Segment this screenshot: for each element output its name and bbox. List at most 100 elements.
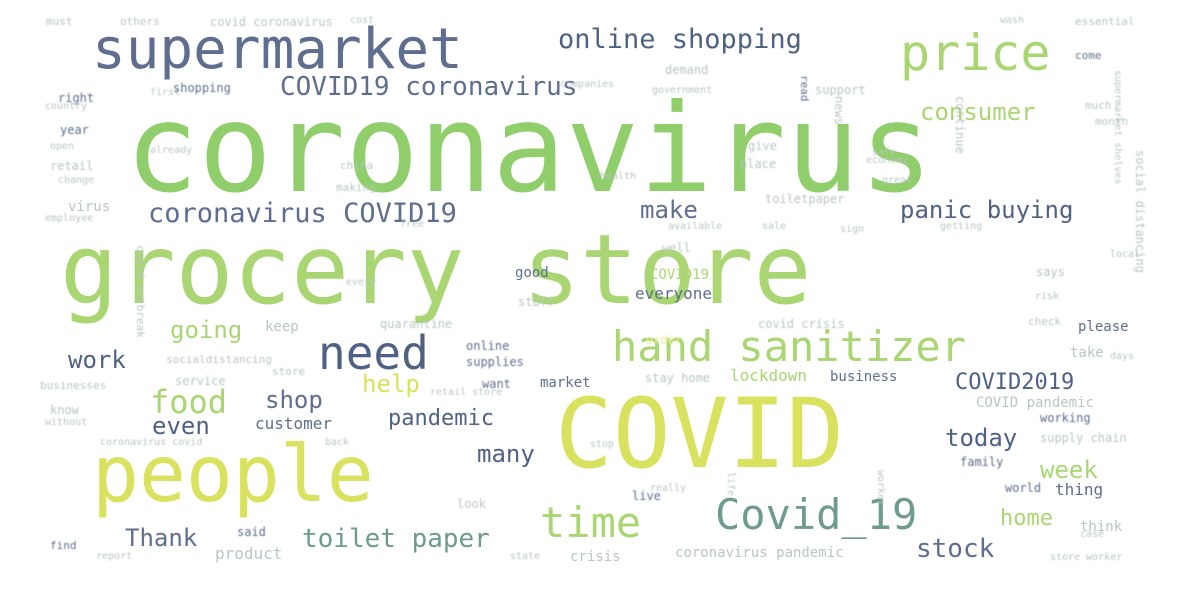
cloud-word: sale	[762, 221, 787, 232]
cloud-word: shopping	[173, 81, 231, 95]
cloud-word: government	[652, 85, 713, 96]
cloud-word: economy	[866, 155, 909, 166]
cloud-word: read	[798, 75, 811, 102]
cloud-word: find	[50, 539, 77, 552]
cloud-word: take	[1070, 345, 1104, 361]
cloud-word: employee	[45, 213, 94, 224]
cloud-word: going	[170, 316, 243, 344]
cloud-word: family	[960, 455, 1004, 469]
cloud-word: week	[1040, 456, 1098, 484]
cloud-word: supermarket shelves	[1112, 70, 1123, 185]
cloud-word: back	[325, 437, 350, 448]
cloud-word: supermarket	[92, 17, 463, 82]
cloud-word: want	[482, 377, 511, 391]
cloud-word: online shopping	[558, 24, 802, 55]
cloud-word: risk	[1035, 291, 1060, 302]
cloud-word: staff	[518, 295, 555, 309]
cloud-word: news	[832, 96, 846, 125]
cloud-word: toiletpaper	[765, 192, 845, 206]
cloud-word: sign	[840, 224, 865, 235]
cloud-word: market	[540, 375, 591, 391]
cloud-word: hand sanitizer	[612, 322, 967, 371]
cloud-word: year	[60, 123, 89, 137]
cloud-word: need	[318, 326, 429, 380]
cloud-word: store	[272, 365, 306, 378]
cloud-word: covid outbreak	[134, 245, 147, 338]
cloud-word: covid crisis	[758, 317, 845, 331]
cloud-word: people	[92, 430, 374, 520]
cloud-word: time	[540, 498, 642, 547]
cloud-word: without	[45, 417, 88, 428]
cloud-word: product	[215, 544, 283, 563]
cloud-word: others	[120, 15, 160, 28]
cloud-word: COVID	[555, 378, 844, 490]
cloud-word: already	[150, 145, 193, 156]
cloud-word: companies	[560, 79, 615, 90]
cloud-word: give	[748, 139, 777, 153]
cloud-word: much	[1085, 99, 1112, 112]
cloud-word: good	[515, 265, 549, 281]
cloud-word: health	[600, 171, 637, 182]
cloud-word: every	[346, 277, 377, 288]
cloud-word: many	[477, 440, 535, 468]
cloud-word: really	[650, 483, 687, 494]
cloud-word: today	[945, 424, 1018, 452]
cloud-word: essential	[1075, 15, 1135, 28]
cloud-word: cost	[350, 15, 375, 26]
cloud-word: lockdown	[730, 366, 808, 385]
cloud-word: says	[1036, 265, 1065, 279]
cloud-word: food	[150, 383, 228, 421]
cloud-word: support	[815, 83, 866, 97]
cloud-word: worker	[875, 470, 886, 507]
cloud-word: working	[1040, 411, 1091, 425]
cloud-word: COVID pandemic	[976, 395, 1095, 411]
cloud-word: change	[58, 175, 95, 186]
cloud-word: panic buying	[900, 196, 1074, 224]
cloud-word: great	[882, 175, 913, 186]
cloud-word: order	[646, 333, 683, 347]
cloud-word: making	[336, 181, 376, 194]
cloud-word: grocery store	[60, 214, 812, 326]
cloud-word: country	[45, 101, 88, 112]
cloud-word: said	[237, 525, 266, 539]
cloud-word: Thank	[125, 524, 198, 552]
cloud-word: know	[50, 403, 79, 417]
cloud-word: local	[1110, 249, 1141, 260]
cloud-word: price	[900, 24, 1051, 82]
cloud-word: coronavirus covid	[100, 437, 203, 448]
cloud-word: life	[725, 472, 736, 497]
cloud-word: supplies	[466, 355, 524, 369]
cloud-word: business	[830, 369, 898, 385]
cloud-word: coronavirus pandemic	[675, 545, 844, 561]
cloud-word: shop	[265, 386, 323, 414]
cloud-word: china	[340, 159, 374, 172]
cloud-word: days	[1110, 351, 1135, 362]
cloud-word: first	[150, 87, 181, 98]
cloud-word: COVID19 coronavirus	[280, 72, 578, 102]
cloud-word: service	[175, 374, 226, 388]
cloud-word: must	[46, 15, 73, 28]
cloud-word: world	[1005, 481, 1042, 495]
cloud-word: customer	[255, 414, 333, 433]
cloud-word: stop	[590, 439, 615, 450]
cloud-word: place	[740, 157, 777, 171]
cloud-word: thing	[1055, 480, 1104, 499]
cloud-word: work	[68, 346, 126, 374]
cloud-word: everyone	[635, 284, 713, 303]
cloud-word: check	[1028, 315, 1062, 328]
cloud-word: well	[662, 241, 691, 255]
cloud-word: come	[1075, 49, 1102, 62]
cloud-word: live	[632, 489, 661, 503]
cloud-word: stay home	[645, 371, 711, 385]
cloud-word: home	[1000, 506, 1053, 531]
cloud-word: think	[1080, 519, 1123, 535]
cloud-word: help	[362, 370, 420, 398]
cloud-word: continue	[953, 96, 967, 154]
cloud-word: store worker	[1050, 552, 1123, 563]
cloud-word: getting	[940, 221, 983, 232]
cloud-word: demand	[665, 63, 709, 77]
cloud-word: retail	[50, 159, 94, 173]
cloud-word: COVID2019	[955, 370, 1075, 395]
cloud-word: socialdistancing	[166, 353, 272, 366]
cloud-word: toilet paper	[302, 524, 490, 554]
